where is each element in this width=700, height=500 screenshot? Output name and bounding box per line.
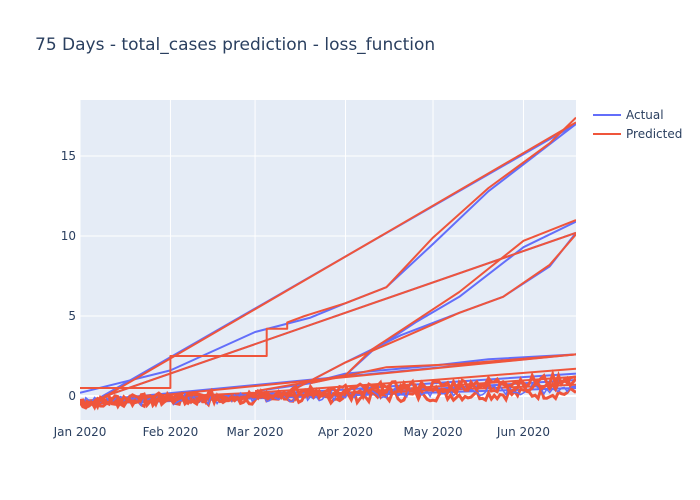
series-lines bbox=[80, 116, 576, 411]
legend-item-predicted[interactable]: Predicted bbox=[593, 127, 682, 141]
series-line-predicted bbox=[310, 353, 576, 385]
series-line-predicted bbox=[99, 121, 576, 401]
series-line-predicted bbox=[80, 116, 576, 389]
x-axis: Jan 2020 Feb 2020 Mar 2020 Apr 2020 May 2020… bbox=[53, 425, 550, 439]
series-line-predicted bbox=[80, 369, 576, 410]
legend-label: Predicted bbox=[626, 127, 682, 141]
legend-label: Actual bbox=[626, 108, 664, 122]
plot-area bbox=[80, 100, 576, 420]
x-tick-label: Jan 2020 bbox=[53, 425, 107, 439]
y-tick-label: 15 bbox=[61, 149, 76, 163]
series-line-predicted bbox=[120, 353, 576, 401]
x-tick-label: Feb 2020 bbox=[143, 425, 199, 439]
x-tick-label: Mar 2020 bbox=[227, 425, 284, 439]
x-tick-label: Apr 2020 bbox=[318, 425, 373, 439]
y-tick-label: 0 bbox=[68, 389, 76, 403]
y-tick-label: 5 bbox=[68, 309, 76, 323]
series-line-predicted bbox=[80, 375, 576, 411]
chart-title: 75 Days - total_cases prediction - loss_… bbox=[35, 35, 435, 55]
x-tick-label: May 2020 bbox=[403, 425, 462, 439]
y-axis: 0 5 10 15 bbox=[61, 149, 76, 403]
series-line-predicted bbox=[280, 233, 576, 397]
legend[interactable]: Actual Predicted bbox=[593, 108, 682, 141]
legend-item-actual[interactable]: Actual bbox=[593, 108, 664, 122]
series-line-predicted bbox=[91, 231, 576, 402]
x-tick-label: Jun 2020 bbox=[496, 425, 550, 439]
y-tick-label: 10 bbox=[61, 229, 76, 243]
